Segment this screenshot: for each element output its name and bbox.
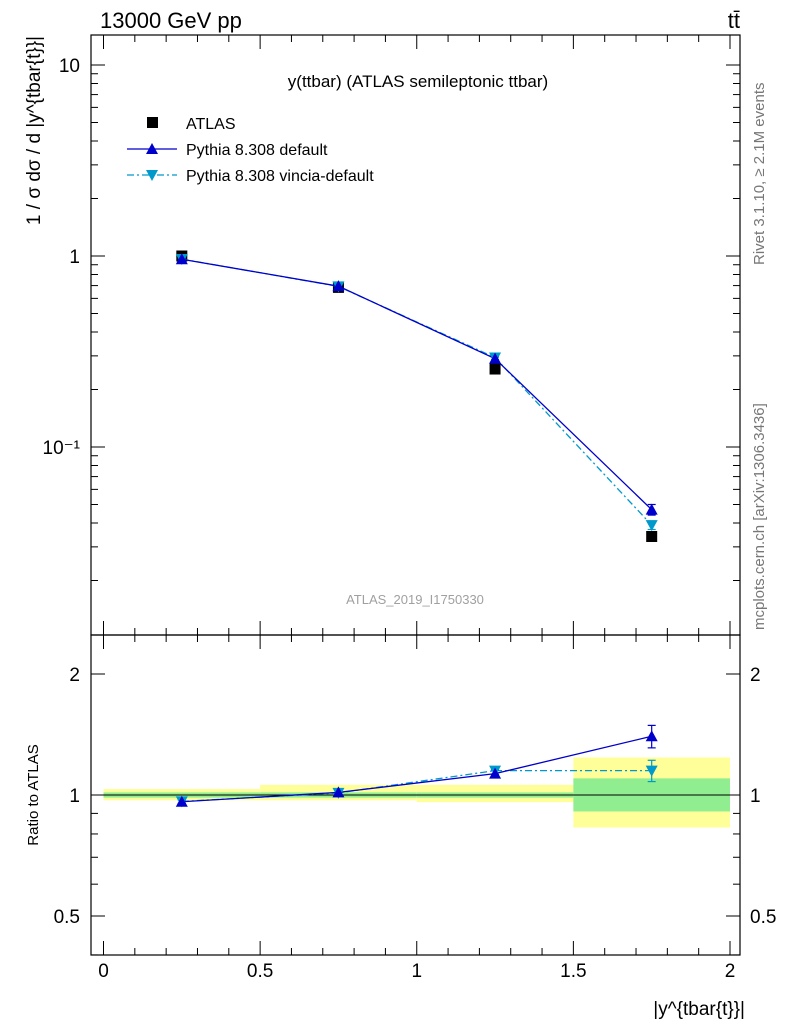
main-y-axis-label: 1 / σ dσ / d |y^{tbar{t}}| <box>24 36 45 225</box>
default-ratio-point <box>489 767 502 779</box>
legend-marker-vincia <box>146 170 158 181</box>
x-tick-label: 1.5 <box>560 961 586 982</box>
default-point <box>489 352 502 364</box>
main-y-tick-label: 10⁻¹ <box>43 438 81 459</box>
ratio-uncertainty-bands <box>103 757 730 828</box>
ratio-plot-marks <box>175 724 658 808</box>
legend-marker-atlas <box>147 117 158 128</box>
vincia-point <box>645 520 658 532</box>
vincia-line <box>181 258 653 526</box>
ratio-plot-axes: 0 0.5 1 1.5 2 0.5 0.5 1 1 2 2 <box>54 634 776 982</box>
watermark: ATLAS_2019_I1750330 <box>346 592 484 607</box>
process-label: tt̄ <box>728 8 740 33</box>
x-tick-label: 2 <box>725 961 736 982</box>
legend-marker-default <box>146 143 158 154</box>
default-point <box>645 503 658 515</box>
mcplots-reference-label: mcplots.cern.ch [arXiv:1306.3436] <box>751 403 768 630</box>
x-axis-label: |y^{tbar{t}}| <box>653 999 745 1020</box>
default-point <box>175 253 188 265</box>
main-plot-title: y(ttbar) (ATLAS semileptonic ttbar) <box>288 72 548 91</box>
rivet-version-label: Rivet 3.1.10, ≥ 2.1M events <box>751 83 768 266</box>
ratio-y-tick-label-right: 1 <box>750 786 761 807</box>
ratio-y-tick-label: 0.5 <box>54 907 80 928</box>
x-tick-label: 0.5 <box>247 961 273 982</box>
default-ratio-point <box>175 795 188 807</box>
default-ratio-point <box>332 786 345 798</box>
ratio-y-tick-label-right: 2 <box>750 665 761 686</box>
legend-label-vincia: Pythia 8.308 vincia-default <box>186 168 374 185</box>
vincia-ratio-point <box>645 765 658 777</box>
atlas-data-point <box>489 363 501 375</box>
atlas-data-point <box>646 530 658 542</box>
x-tick-label: 1 <box>411 961 422 982</box>
default-line <box>181 258 653 511</box>
default-point <box>332 280 345 292</box>
ratio-y-tick-label-right: 0.5 <box>750 907 776 928</box>
default-ratio-line <box>181 735 652 803</box>
energy-label: 13000 GeV pp <box>100 8 242 33</box>
main-y-tick-label: 1 <box>69 247 80 268</box>
legend-label-default: Pythia 8.308 default <box>186 142 328 159</box>
ratio-y-tick-label: 1 <box>69 786 80 807</box>
main-plot-marks <box>175 250 658 542</box>
main-y-tick-label: 10 <box>59 56 80 77</box>
default-ratio-point <box>645 730 658 742</box>
legend-label-atlas: ATLAS <box>186 116 236 133</box>
x-tick-label: 0 <box>98 961 109 982</box>
ratio-y-axis-label: Ratio to ATLAS <box>25 744 42 845</box>
legend: ATLAS Pythia 8.308 default Pythia 8.308 … <box>127 116 374 185</box>
ratio-y-tick-label: 2 <box>69 665 80 686</box>
